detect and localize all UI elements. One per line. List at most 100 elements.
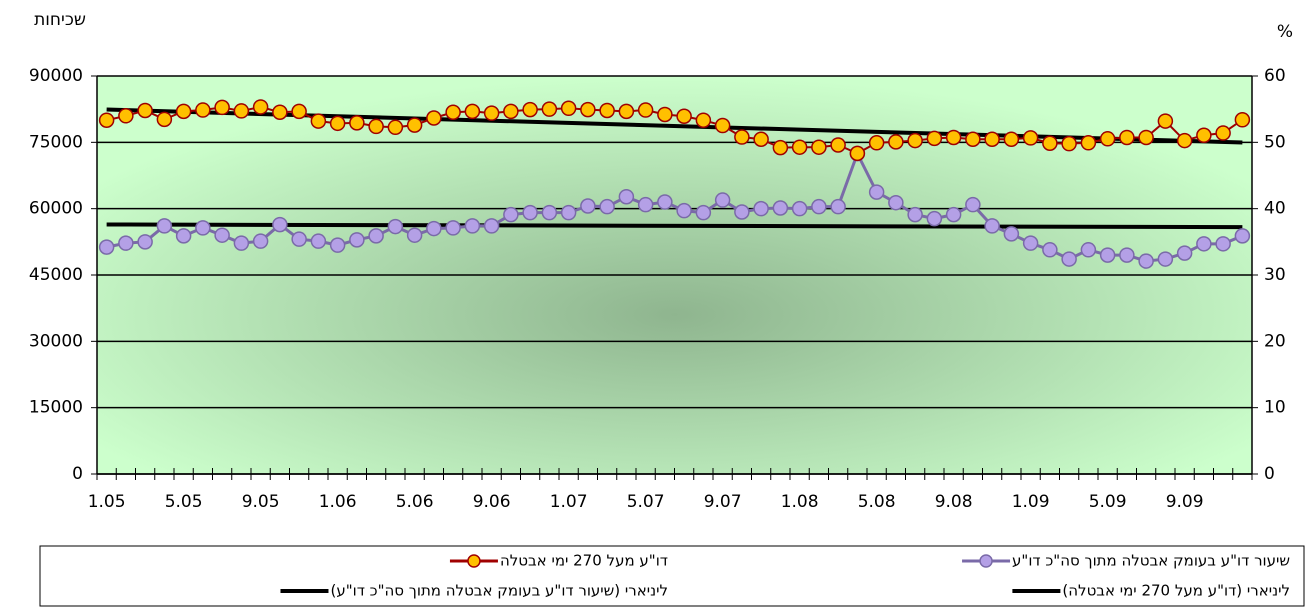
data-point [233,235,250,251]
data-point [1138,253,1154,269]
data-point [1080,242,1097,258]
data-point [753,131,769,147]
x-tick-label: 1.09 [1012,492,1050,512]
legend-label: דו"ע מעל 270 ימי אבטלה [500,552,668,570]
x-tick-label: 9.08 [935,492,973,512]
data-point [329,237,346,253]
data-point [1003,131,1020,147]
data-point [272,104,288,121]
x-tick-label: 1.07 [550,492,588,512]
data-point [387,119,404,136]
data-point [310,113,327,129]
data-point [1234,228,1251,244]
x-tick-label: 5.09 [1089,492,1127,512]
data-point [811,139,827,155]
data-point [830,198,846,215]
data-point [118,108,134,124]
data-point [1042,135,1058,151]
data-point [888,134,904,150]
y2-tick-label: 30 [1264,265,1286,285]
y2-tick-label: 10 [1264,398,1286,418]
x-tick-label: 5.06 [396,492,434,512]
data-point [1215,125,1231,141]
data-point [695,112,712,128]
data-point [175,228,192,244]
x-tick-label: 5.05 [165,492,203,512]
data-point [945,206,962,223]
data-point [1003,226,1020,242]
data-point [368,118,384,135]
data-point [734,204,750,220]
data-point [195,102,211,118]
data-point [118,235,134,251]
data-point [445,220,461,236]
x-tick-label: 1.06 [319,492,357,512]
data-point [310,233,327,249]
data-point [1157,251,1174,267]
data-point [214,227,230,243]
data-point [1138,129,1154,146]
legend-label: שיעור דו"ע בעומק אבטלה מתוך סה"כ דו"ע [1012,552,1290,570]
data-point [676,202,692,219]
data-point [753,200,769,217]
y-tick-label: 30000 [29,331,83,351]
data-point [657,106,673,123]
data-point [926,130,943,147]
data-point [426,220,442,237]
legend [39,545,1305,607]
y-tick-label: 75000 [29,132,83,152]
data-point [349,232,365,248]
data-point [483,105,500,121]
y-tick-label: 90000 [29,66,83,86]
x-tick-label: 5.07 [627,492,665,512]
data-point [868,135,885,151]
data-point [618,188,635,205]
data-point [464,103,481,120]
y-axis-label: שכיחות [34,10,86,30]
data-point [1080,135,1097,151]
data-point [926,210,943,227]
x-tick-label: 1.08 [781,492,819,512]
data-point [98,239,115,255]
data-point [1042,242,1058,258]
data-point [676,108,692,124]
legend-entries: שיעור דו"ע בעומק אבטלה מתוך סה"כ דו"ע דו"… [280,552,1290,600]
data-point [637,196,654,213]
data-point [137,102,153,119]
data-point [695,204,712,221]
data-point [291,231,307,247]
data-point [387,218,404,235]
data-point [406,117,423,133]
data-point [599,198,615,215]
data-point [868,184,885,200]
data-point [599,102,615,119]
data-point [560,204,577,221]
data-point [137,234,153,250]
data-point [772,139,789,156]
data-point [580,198,596,214]
x-tick-label: 9.06 [473,492,511,512]
data-point [1099,131,1116,147]
data-point [272,216,288,233]
data-point [522,101,538,118]
x-tick-label: 9.07 [704,492,742,512]
data-point [445,104,461,121]
legend-marker [467,554,481,568]
data-point [1196,236,1212,252]
data-point [849,145,866,162]
data-point [618,103,635,120]
data-point [156,218,173,234]
data-point [714,117,731,134]
data-point [945,129,962,146]
data-point [426,110,442,126]
y-tick-label: 15000 [29,398,83,418]
data-point [965,196,981,213]
data-point [1176,245,1193,261]
data-point [464,218,481,234]
y2-tick-label: 20 [1264,331,1286,351]
data-point [1196,127,1212,144]
data-point [830,137,846,153]
data-point [349,115,365,131]
y-tick-label: 60000 [29,199,83,219]
data-point [1119,247,1135,263]
